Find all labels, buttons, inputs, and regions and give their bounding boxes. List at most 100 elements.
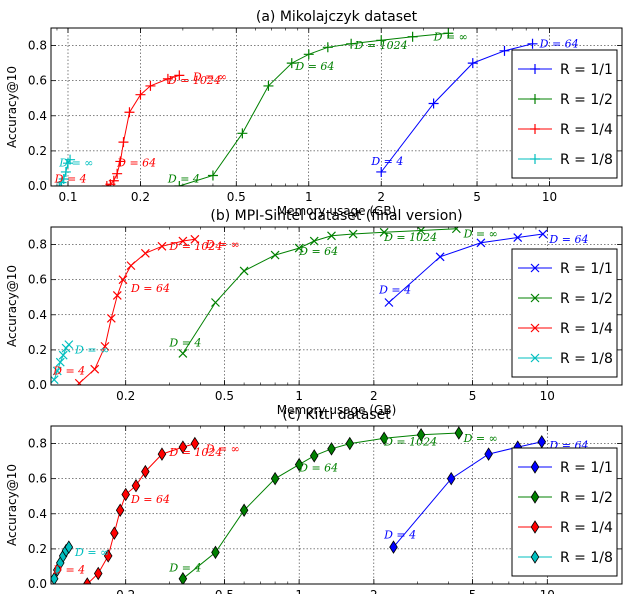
annotation: D = 4	[383, 528, 416, 541]
y-tick-label: 0.6	[28, 273, 47, 287]
y-tick-label: 0.4	[28, 308, 47, 322]
x-tick-label: 5	[469, 389, 477, 403]
data-point	[157, 447, 167, 461]
annotation: D = 64	[539, 37, 579, 50]
annotation: D = 64	[548, 233, 588, 246]
legend-label: R = 1/4	[560, 520, 613, 536]
series-r-1-4	[82, 436, 200, 584]
data-point	[141, 464, 150, 479]
data-point	[131, 478, 141, 493]
series-line	[380, 43, 533, 173]
data-point	[376, 35, 387, 46]
legend-label: R = 1/8	[560, 550, 613, 566]
series-r-1-8	[51, 540, 74, 584]
legend-label: R = 1/8	[560, 152, 613, 168]
legend-marker	[530, 154, 540, 164]
data-point	[327, 231, 336, 241]
data-point	[435, 252, 445, 262]
legend-marker	[530, 460, 540, 474]
legend-box	[511, 447, 618, 577]
legend-box	[511, 49, 618, 179]
data-point	[58, 350, 68, 360]
annotation: D = ∞	[205, 238, 240, 251]
series-r-1-4	[74, 234, 200, 385]
annotation: D = ∞	[433, 30, 468, 43]
data-point	[115, 503, 125, 518]
annotation: D = 4	[52, 364, 85, 377]
data-point	[190, 436, 200, 451]
data-point	[294, 243, 304, 253]
data-point	[446, 471, 456, 486]
y-tick-label: 0.8	[28, 437, 47, 451]
data-point	[454, 426, 464, 440]
legend: R = 1/1 R = 1/2 R = 1/4 R = 1/8	[511, 248, 618, 378]
y-tick-label: 0.8	[28, 238, 47, 252]
data-point	[103, 549, 113, 563]
annotation: D = 64	[294, 60, 334, 73]
data-point	[416, 428, 426, 442]
legend-label: R = 1/2	[560, 490, 613, 506]
y-tick-label: 0.0	[28, 378, 47, 392]
data-point	[174, 70, 185, 81]
legend-marker	[530, 490, 540, 504]
annotation: D = ∞	[463, 228, 498, 241]
x-tick-label: 10	[540, 389, 555, 403]
data-point	[52, 366, 62, 376]
subplot-1: (a) Mikolajczyk dataset 0.1 0.2 0.5 1 2 5 10 0.0…	[5, 9, 623, 218]
annotation: D = ∞	[74, 546, 109, 559]
legend-item-r-1-8: R = 1/8	[518, 351, 613, 367]
y-axis-label: Accuracy@10	[5, 265, 19, 347]
legend-item-r-1-4: R = 1/4	[518, 122, 613, 138]
x-tick-label: 1	[295, 389, 303, 403]
y-tick-label: 0.4	[28, 507, 47, 521]
legend-label: R = 1/4	[560, 321, 613, 337]
annotation: D = 64	[116, 157, 156, 170]
legend-label: R = 1/8	[560, 351, 613, 367]
legend: R = 1/1 R = 1/2 R = 1/4 R = 1/8	[511, 447, 618, 577]
plot-area	[51, 227, 548, 385]
annotation: D = 1024	[354, 39, 408, 52]
x-tick-label: 0.2	[131, 190, 150, 204]
legend-label: R = 1/1	[560, 62, 613, 78]
data-point	[294, 457, 304, 472]
axes-frame	[50, 425, 623, 585]
x-tick-label: 10	[540, 588, 555, 594]
data-point	[309, 449, 319, 463]
x-tick-label: 0.5	[215, 389, 234, 403]
data-point	[64, 540, 74, 554]
data-point	[428, 98, 439, 109]
data-point	[237, 128, 248, 139]
data-point	[112, 291, 122, 300]
legend-marker	[530, 64, 540, 74]
annotation: D = ∞	[58, 157, 93, 170]
plot-area	[51, 426, 547, 584]
series-r-1-2	[178, 426, 464, 584]
y-tick-label: 0.6	[28, 74, 47, 88]
series-r-1-2	[178, 227, 461, 358]
series-r-1-1	[376, 38, 538, 177]
data-point	[51, 375, 59, 385]
x-tick-label: 0.2	[116, 389, 135, 403]
legend-item-r-1-4: R = 1/4	[518, 321, 613, 337]
annotation: D = 4	[370, 155, 403, 168]
annotation: D = ∞	[74, 343, 109, 356]
data-point	[389, 540, 398, 554]
x-tick-label: 10	[542, 190, 557, 204]
x-tick-label: 1	[295, 588, 303, 594]
legend-marker	[530, 323, 540, 333]
y-tick-label: 0.6	[28, 472, 47, 486]
data-point	[178, 236, 188, 246]
plot-area	[54, 28, 538, 186]
data-point	[327, 442, 336, 456]
x-tick-label: 2	[377, 190, 385, 204]
chart-title: (b) MPI-Sintel dataset (final version)	[210, 208, 462, 224]
series-r-1-2	[174, 28, 454, 186]
data-point	[270, 471, 280, 486]
annotation: D = 1024	[168, 446, 222, 459]
data-point	[263, 80, 274, 91]
legend-label: R = 1/2	[560, 92, 613, 108]
data-point	[65, 154, 76, 165]
series-line	[179, 32, 449, 186]
data-point	[527, 38, 538, 49]
